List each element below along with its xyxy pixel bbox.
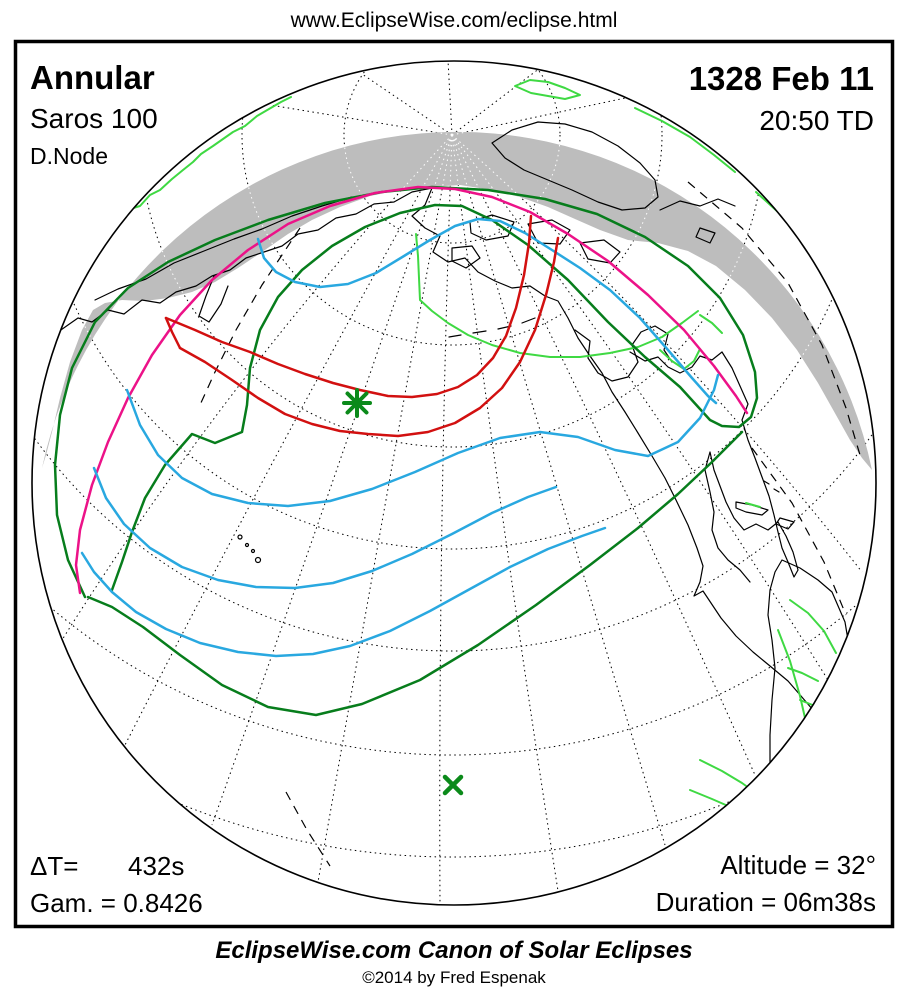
rise-set-limit-curves (53, 185, 759, 717)
annular-path-west-cap (164, 316, 182, 350)
coastline-aleutians (448, 317, 536, 338)
contour-blue-3 (92, 466, 558, 590)
node-label: D.Node (30, 143, 108, 169)
coastline (57, 187, 433, 333)
coastline (411, 187, 839, 733)
dashed-terminator-lines (199, 181, 861, 867)
annularity-path-curves (164, 214, 560, 438)
border-ne-limb (634, 107, 736, 173)
border-cuba (745, 502, 761, 508)
coastline-us-east (704, 351, 799, 583)
border-st-lawrence (699, 314, 723, 334)
altitude-value: Altitude = 32° (720, 850, 876, 880)
contour-blue-1 (256, 217, 718, 405)
footer-title: EclipseWise.com Canon of Solar Eclipses (215, 937, 692, 964)
night-shading-region (42, 131, 872, 470)
coastline-arctic-islands (451, 214, 621, 269)
subsolar-point-marker (442, 774, 464, 796)
eclipse-type-label: Annular (30, 59, 155, 96)
coastline-caribbean (735, 480, 795, 530)
penumbra-limit-loop (53, 185, 759, 599)
border-sa-north (789, 599, 837, 654)
footer-copyright: ©2014 by Fred Espenak (362, 968, 546, 987)
saros-label: Saros 100 (30, 103, 158, 134)
penumbra-limit-south (86, 430, 744, 717)
gamma-value: Gam. = 0.8426 (30, 888, 203, 918)
greatest-eclipse-marker (342, 388, 372, 418)
penumbra-sunrise-sunset-limit (74, 185, 749, 595)
coastline (198, 275, 229, 323)
eclipse-time: 20:50 TD (759, 105, 874, 136)
border-norway-coast (114, 96, 292, 221)
annular-path-north-limit (164, 214, 533, 399)
page-url: www.EclipseWise.com/eclipse.html (290, 9, 618, 32)
contour-blue-2 (125, 373, 720, 508)
coastline-europe (659, 198, 736, 244)
border-svalbard (514, 79, 581, 100)
annular-path-south-limit (178, 236, 560, 438)
globe-limb (31, 60, 877, 906)
coastline-greenland (491, 121, 659, 211)
duration-value: Duration = 06m38s (656, 887, 876, 917)
eclipse-date: 1328 Feb 11 (689, 60, 874, 97)
border-us-canada (415, 233, 699, 358)
contour-blue-4 (80, 526, 607, 658)
contact-contour-curves (80, 217, 720, 658)
delta-t-label: ΔT= (30, 851, 78, 881)
delta-t-value: 432s (128, 851, 184, 881)
